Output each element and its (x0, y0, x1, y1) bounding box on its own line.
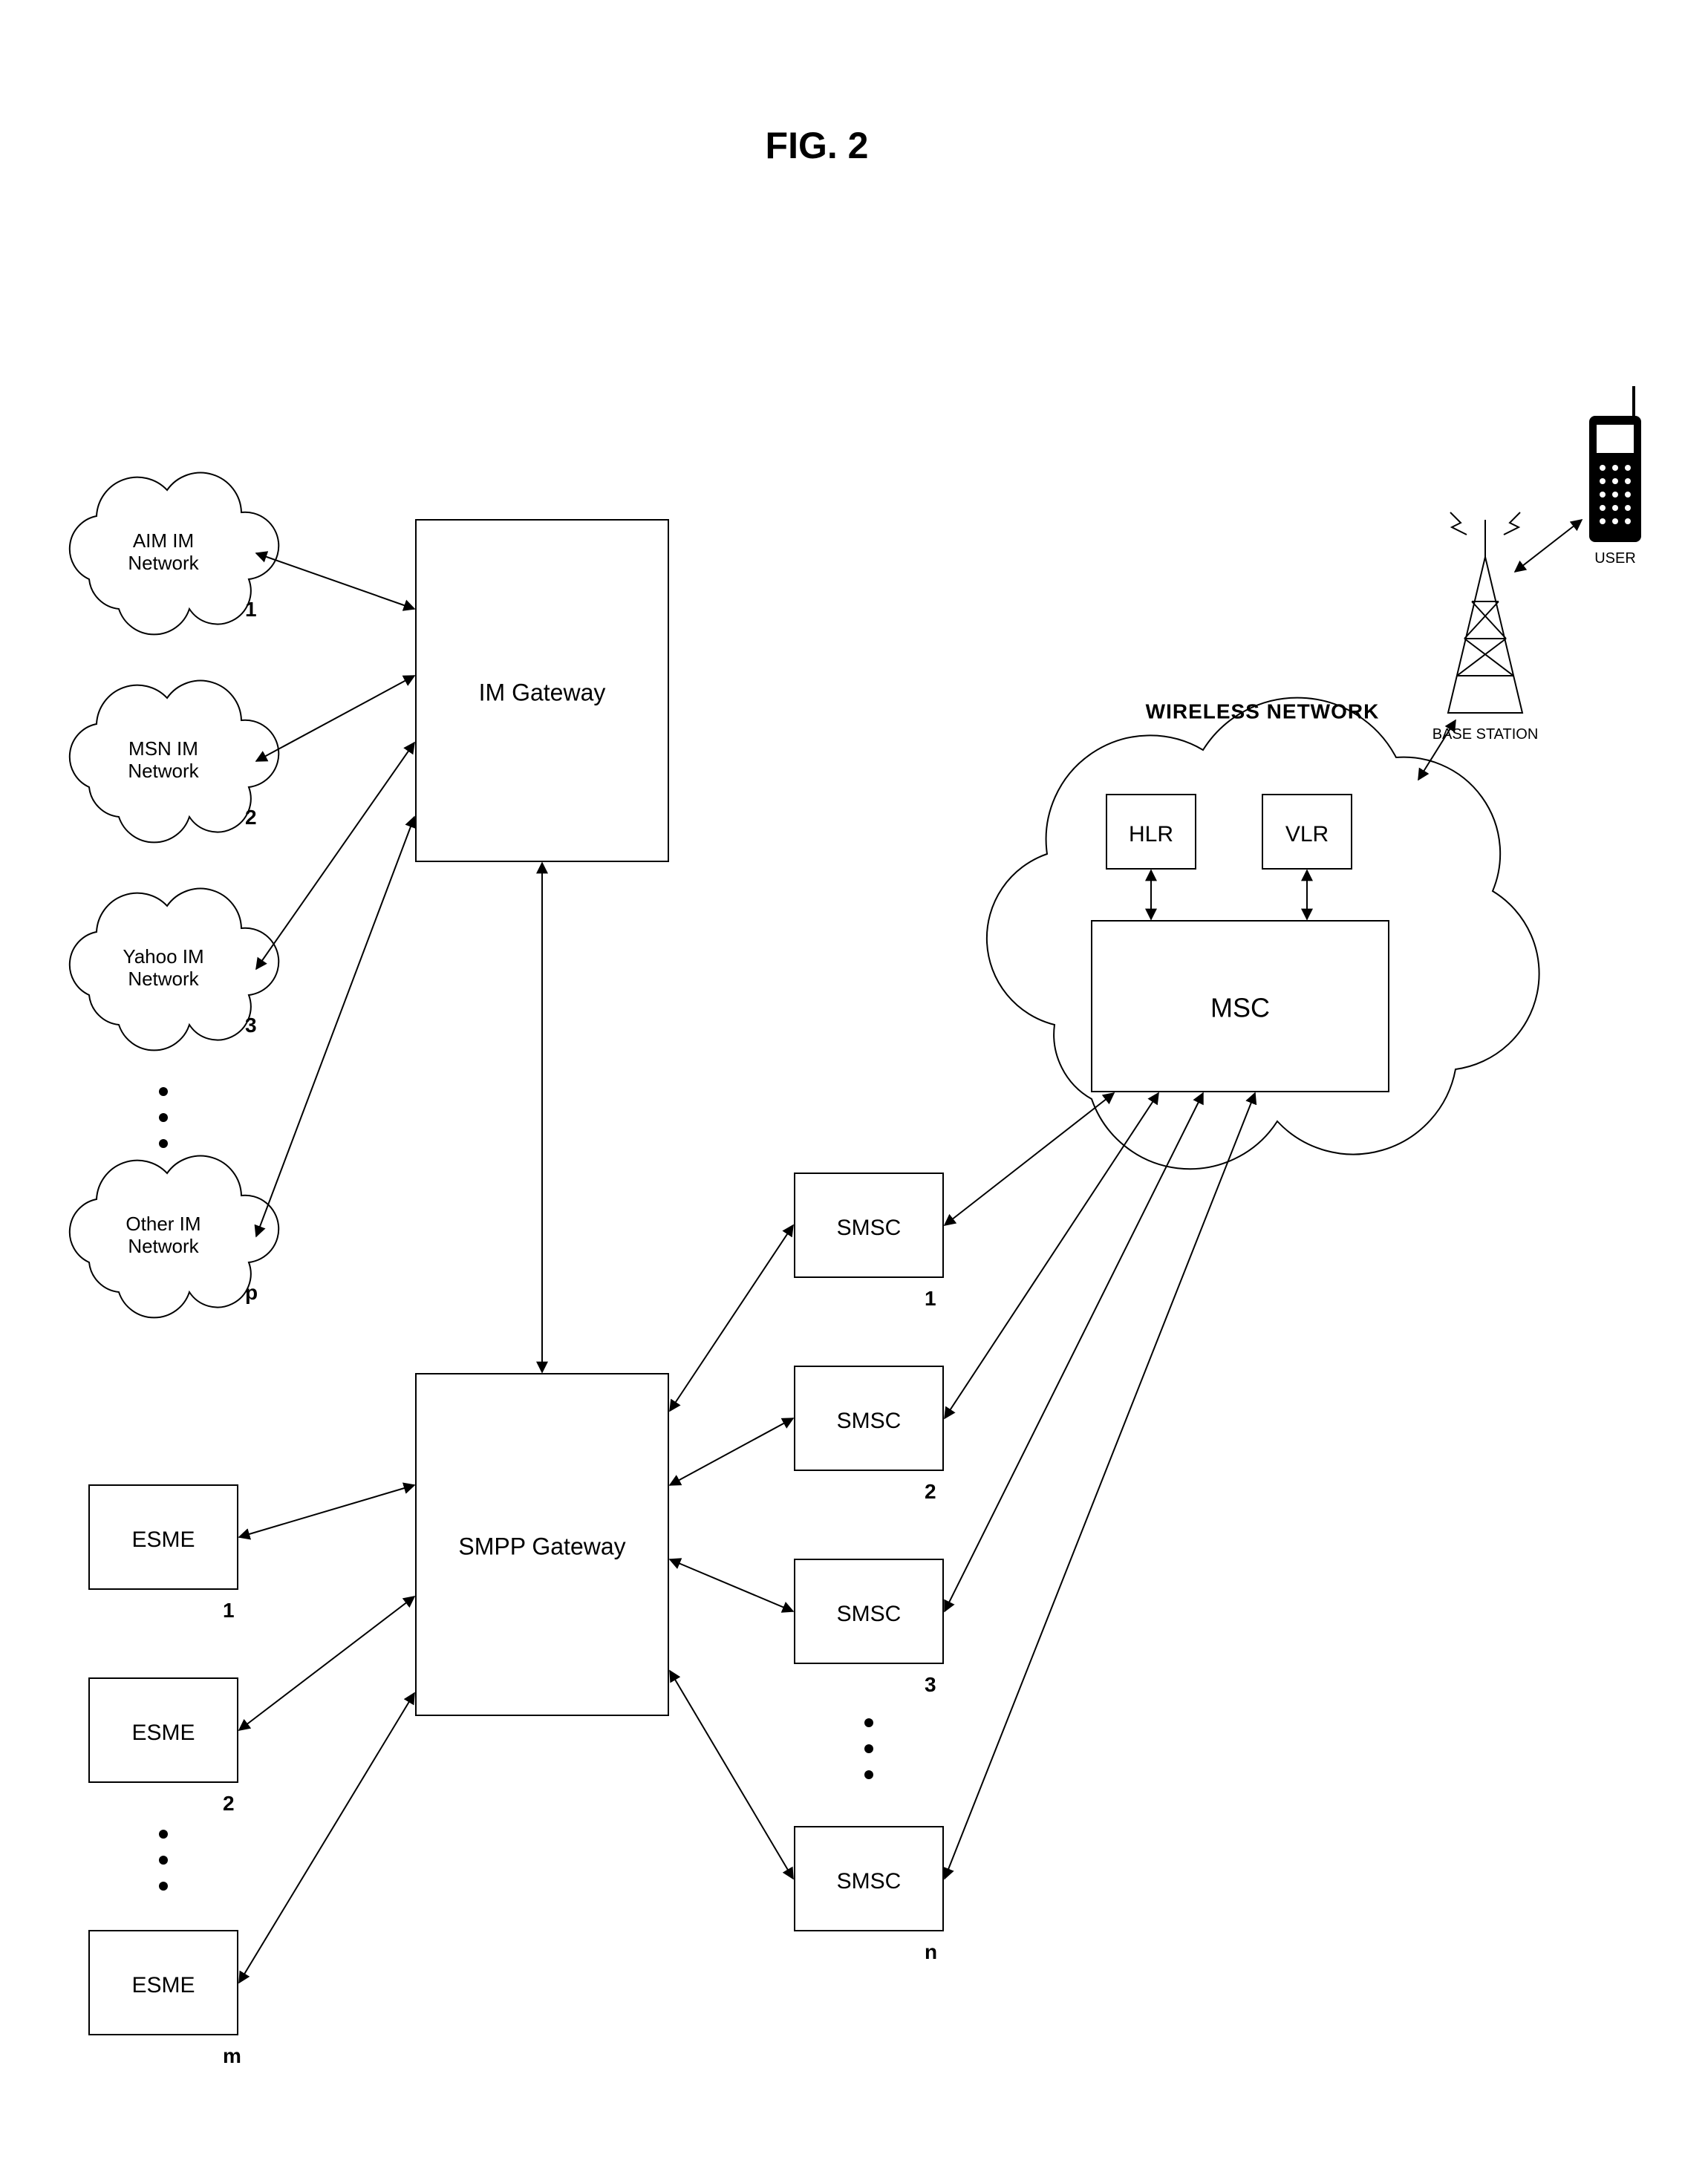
edge-esme2-smppgw (239, 1597, 414, 1730)
im-network-1-line1: AIM IM (133, 529, 194, 552)
esme-2-label: ESME (131, 1721, 195, 1745)
im-network-2-line1: MSN IM (128, 737, 198, 760)
im-network-1-line2: Network (128, 552, 199, 574)
smsc-3-label: SMSC (837, 1602, 902, 1626)
edge-im1-imgw (256, 553, 414, 609)
im-network-cloud-p: Other IM Network p (70, 1156, 278, 1318)
base-station-icon (1448, 512, 1522, 713)
esme-m-label: ESME (131, 1973, 195, 1997)
edge-smscn-msc (945, 1093, 1255, 1879)
im-network-p-line1: Other IM (126, 1213, 201, 1235)
im-network-2-line2: Network (128, 760, 199, 782)
smsc-1-sub: 1 (925, 1287, 936, 1310)
hlr-label: HLR (1129, 822, 1173, 847)
wireless-network-cloud: WIRELESS NETWORK HLR VLR MSC (987, 698, 1539, 1170)
edge-esme1-smppgw (239, 1485, 414, 1537)
smsc-2-sub: 2 (925, 1480, 936, 1503)
esme-1-sub: 1 (223, 1599, 235, 1622)
im-network-3-line2: Network (128, 968, 199, 990)
im-network-2-sub: 2 (245, 806, 257, 829)
smsc-3-sub: 3 (925, 1673, 936, 1696)
im-network-cloud-2: MSN IM Network 2 (70, 681, 278, 843)
esme-2-sub: 2 (223, 1792, 235, 1815)
im-network-p-sub: p (245, 1281, 258, 1304)
vlr-label: VLR (1285, 822, 1329, 847)
esme-1-label: ESME (131, 1527, 195, 1552)
wireless-network-title: WIRELESS NETWORK (1146, 699, 1380, 723)
base-station-label: BASE STATION (1432, 726, 1539, 743)
edge-imp-imgw (256, 817, 414, 1236)
diagram-canvas: FIG. 2 AIM IM Network 1 MSN IM Network 2… (0, 0, 1708, 2172)
im-network-3-sub: 3 (245, 1014, 257, 1037)
esme-ellipsis (159, 1830, 168, 1891)
edge-basestation-user (1515, 520, 1582, 572)
im-network-3-line1: Yahoo IM (123, 945, 203, 968)
im-network-cloud-3: Yahoo IM Network 3 (70, 889, 278, 1051)
im-network-cloud-1: AIM IM Network 1 (70, 473, 278, 635)
edge-im2-imgw (256, 676, 414, 761)
im-network-p-line2: Network (128, 1235, 199, 1257)
edge-smsc3-msc (945, 1093, 1203, 1611)
smsc-ellipsis (864, 1718, 873, 1779)
esme-m-sub: m (223, 2044, 241, 2067)
figure-title: FIG. 2 (766, 125, 869, 166)
edge-smppgw-smsc2 (670, 1418, 793, 1485)
smsc-n-label: SMSC (837, 1869, 902, 1894)
smsc-1-label: SMSC (837, 1216, 902, 1240)
edge-smppgw-smscn (670, 1671, 793, 1879)
phone-icon (1589, 386, 1641, 542)
smsc-2-label: SMSC (837, 1409, 902, 1433)
edge-smsc1-msc (945, 1093, 1114, 1225)
user-label: USER (1594, 550, 1636, 567)
edge-smppgw-smsc3 (670, 1559, 793, 1611)
edge-esmem-smppgw (239, 1693, 414, 1983)
im-network-1-sub: 1 (245, 598, 257, 621)
smpp-gateway-label: SMPP Gateway (458, 1533, 625, 1559)
edge-im3-imgw (256, 743, 414, 969)
im-gateway-label: IM Gateway (479, 679, 606, 705)
im-network-ellipsis (159, 1087, 168, 1148)
smsc-n-sub: n (925, 1940, 937, 1963)
edge-smppgw-smsc1 (670, 1225, 793, 1411)
msc-label: MSC (1210, 993, 1270, 1023)
